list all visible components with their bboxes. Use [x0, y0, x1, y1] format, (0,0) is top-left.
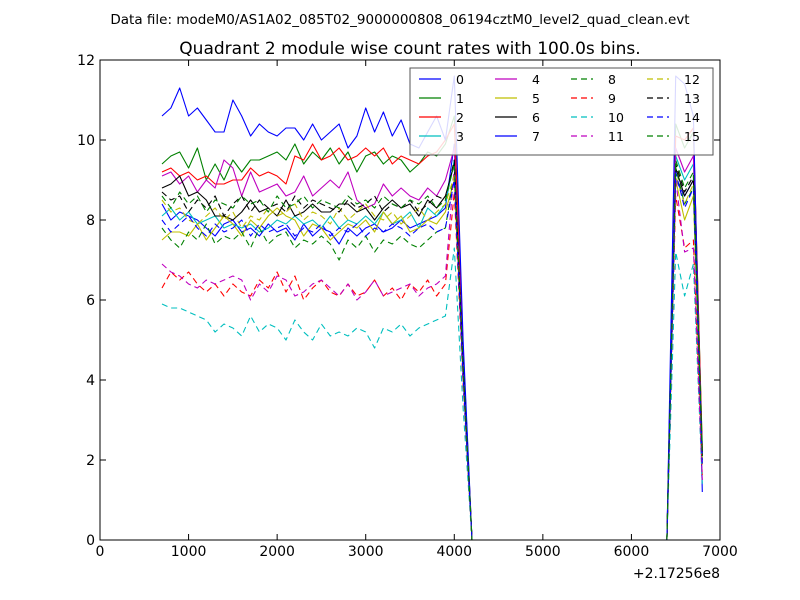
series-line-15 [161, 159, 703, 541]
plot-series-group [161, 75, 703, 541]
legend-label-0: 0 [456, 72, 464, 87]
series-line-1 [161, 115, 703, 541]
legend-label-1: 1 [456, 91, 464, 106]
x-tick-label: 3000 [348, 544, 384, 560]
legend-label-8: 8 [608, 72, 616, 87]
x-offset-label: +2.17256e8 [633, 566, 720, 582]
legend-label-11: 11 [608, 129, 624, 144]
series-line-13 [161, 159, 703, 541]
legend-label-12: 12 [684, 72, 700, 87]
series-line-14 [161, 171, 703, 541]
y-tick-label: 0 [86, 533, 95, 549]
x-tick-label: 4000 [436, 544, 472, 560]
legend-label-14: 14 [684, 110, 700, 125]
legend-label-10: 10 [608, 110, 624, 125]
x-axis: 0 1000 2000 3000 4000 5000 6000 7000 [96, 60, 738, 560]
series-line-7 [161, 75, 703, 541]
series-line-4 [161, 147, 703, 541]
y-tick-label: 8 [86, 213, 95, 229]
series-line-8 [161, 167, 703, 541]
series-line-3 [161, 155, 703, 541]
legend-box [409, 67, 714, 156]
legend-label-9: 9 [608, 91, 616, 106]
legend-label-15: 15 [684, 129, 700, 144]
legend-label-13: 13 [684, 91, 700, 106]
y-tick-label: 6 [86, 293, 95, 309]
legend-label-4: 4 [532, 72, 540, 87]
chart-title: Quadrant 2 module wise count rates with … [179, 39, 640, 59]
legend-label-2: 2 [456, 110, 464, 125]
x-tick-label: 5000 [525, 544, 561, 560]
series-line-11 [161, 167, 703, 541]
y-tick-label: 10 [77, 133, 95, 149]
y-tick-label: 4 [86, 373, 95, 389]
x-tick-label: 0 [96, 544, 105, 560]
chart-suptitle: Data file: modeM0/AS1A02_085T02_90000008… [110, 12, 689, 28]
y-tick-label: 2 [86, 453, 95, 469]
legend-label-3: 3 [456, 129, 464, 144]
y-tick-label: 12 [77, 53, 95, 69]
series-line-6 [161, 163, 703, 541]
series-line-2 [161, 123, 703, 541]
legend-label-6: 6 [532, 110, 540, 125]
legend-label-7: 7 [532, 129, 540, 144]
series-line-12 [161, 175, 703, 541]
series-line-9 [161, 191, 703, 541]
x-tick-label: 7000 [702, 544, 738, 560]
x-tick-label: 2000 [259, 544, 295, 560]
x-tick-label: 1000 [171, 544, 207, 560]
x-tick-label: 6000 [614, 544, 650, 560]
legend-label-5: 5 [532, 91, 540, 106]
series-line-10 [161, 247, 703, 541]
